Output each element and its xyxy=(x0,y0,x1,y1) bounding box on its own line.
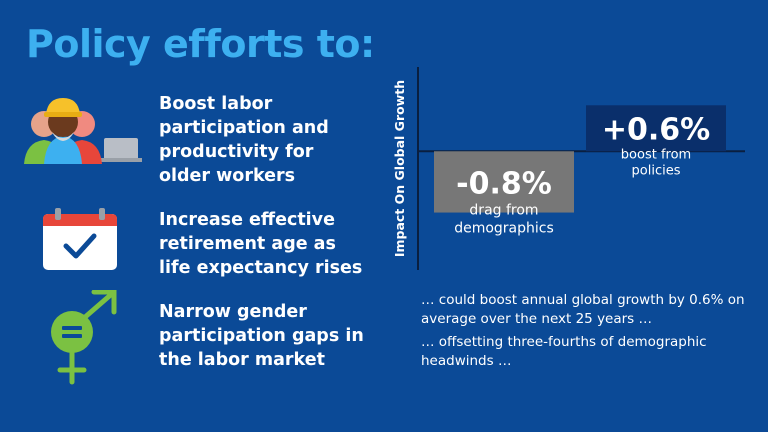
policy-item-retirement-age: Increase effective retirement age as lif… xyxy=(0,208,380,288)
policy-item-gender-gaps: Narrow gender participation gaps in the … xyxy=(0,290,380,390)
policy-text-older-workers: Boost labor participation and productivi… xyxy=(159,94,329,186)
page-title: Policy efforts to: xyxy=(26,22,375,66)
policy-text-gender-gaps: Narrow gender participation gaps in the … xyxy=(159,302,364,370)
policy-item-older-workers: Boost labor participation and productivi… xyxy=(0,92,380,186)
note-global-growth: … could boost annual global growth by 0.… xyxy=(421,292,745,327)
y-axis-label: Impact On Global Growth xyxy=(392,80,407,257)
note-demographic-headwinds: … offsetting three-fourths of demographi… xyxy=(421,334,707,369)
bar-caption-policies-2: policies xyxy=(632,163,681,178)
calendar-check-icon xyxy=(43,208,117,270)
bar-caption-demographics-2: demographics xyxy=(454,220,554,236)
policy-text-retirement-age: Increase effective retirement age as lif… xyxy=(159,210,363,278)
bar-caption-demographics-1: drag from xyxy=(469,202,538,218)
value-label-policies: +0.6% xyxy=(602,112,710,147)
value-label-demographics: -0.8% xyxy=(456,166,552,201)
bar-caption-policies-1: boost from xyxy=(621,147,691,162)
older-workers-icon xyxy=(24,98,142,164)
gender-symbol-icon xyxy=(51,290,117,385)
bar-demographics xyxy=(434,151,574,213)
bar-policies xyxy=(586,105,726,152)
